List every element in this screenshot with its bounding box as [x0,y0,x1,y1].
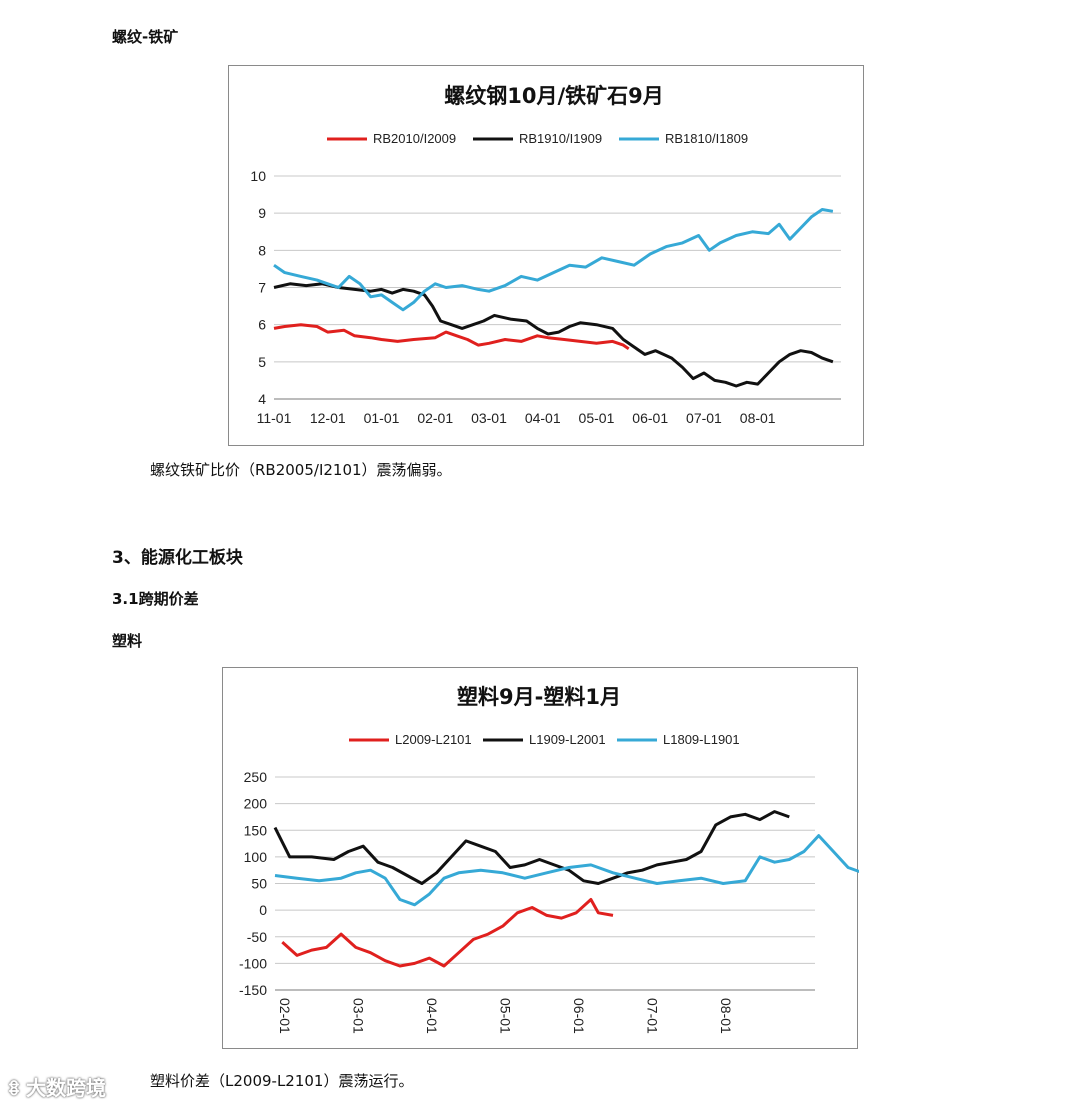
chart-plastic-svg: 塑料9月-塑料1月 L2009-L2101 L1909-L2001 L1809-L19… [239,685,859,1034]
x-tick-label: 02-01 [277,998,293,1034]
legend-label: L1809-L1901 [663,732,740,747]
legend-label: L2009-L2101 [395,732,472,747]
legend-label: L1909-L2001 [529,732,606,747]
x-tick-label: 05-01 [579,410,615,426]
x-tick-label: 04-01 [424,998,440,1034]
series-line [273,323,630,351]
y-tick-label: 8 [258,242,266,258]
x-tick-label: 06-01 [571,998,587,1034]
series-line [273,208,834,312]
subsection-heading-spread: 3.1跨期价差 [112,590,199,608]
legend-label: RB1810/I1809 [665,131,748,146]
legend-label: RB2010/I2009 [373,131,456,146]
y-tick-label: 250 [244,769,268,785]
series-line [274,834,859,907]
x-tick-label: 07-01 [686,410,722,426]
y-tick-label: 200 [244,796,268,812]
y-tick-label: 100 [244,849,268,865]
y-tick-label: -100 [239,955,267,971]
y-tick-label: 5 [258,354,266,370]
x-tick-label: 07-01 [644,998,660,1034]
y-tick-label: 6 [258,317,266,333]
series-line [273,810,790,885]
x-tick-label: 06-01 [632,410,668,426]
y-tick-label: 4 [258,391,266,407]
x-tick-label: 11-01 [257,410,292,426]
chart-title: 塑料9月-塑料1月 [457,685,621,709]
y-tick-label: 7 [258,280,266,296]
watermark-text: 大数跨境 [26,1076,106,1100]
x-tick-label: 01-01 [364,410,400,426]
section-heading-energy: 3、能源化工板块 [112,548,243,568]
x-tick-label: 12-01 [310,410,346,426]
caption-plastic: 塑料价差（L2009-L2101）震荡运行。 [150,1072,414,1090]
legend-label: RB1910/I1909 [519,131,602,146]
series-line [281,898,614,968]
chart-plastic: 塑料9月-塑料1月 L2009-L2101 L1909-L2001 L1809-L19… [222,667,859,1049]
y-tick-label: -50 [247,929,267,945]
x-tick-label: 02-01 [417,410,453,426]
x-tick-label: 03-01 [350,998,366,1034]
caption-steel-ore: 螺纹铁矿比价（RB2005/I2101）震荡偏弱。 [150,461,452,479]
x-tick-label: 03-01 [471,410,507,426]
chart-steel-ore: 螺纹钢10月/铁矿石9月 RB2010/I2009 RB1910/I1909 RB18… [228,65,864,446]
y-tick-label: 150 [244,822,268,838]
y-tick-label: 9 [258,205,266,221]
y-tick-label: 0 [259,902,267,918]
heading-steel-ore: 螺纹-铁矿 [112,28,179,46]
chart-steel-ore-svg: 螺纹钢10月/铁矿石9月 RB2010/I2009 RB1910/I1909 RB18… [250,84,841,426]
watermark: ꗊ 大数跨境 [8,1072,106,1101]
x-tick-label: 08-01 [740,410,776,426]
x-tick-label: 05-01 [497,998,513,1034]
y-tick-label: 10 [250,168,266,184]
series-line [273,282,834,388]
x-tick-label: 04-01 [525,410,561,426]
heading-plastic: 塑料 [112,632,143,650]
chart-title: 螺纹钢10月/铁矿石9月 [444,84,664,108]
y-tick-label: -150 [239,982,267,998]
watermark-logo-icon: ꗊ [8,1076,20,1100]
y-tick-label: 50 [251,876,267,892]
x-tick-label: 08-01 [718,998,734,1034]
